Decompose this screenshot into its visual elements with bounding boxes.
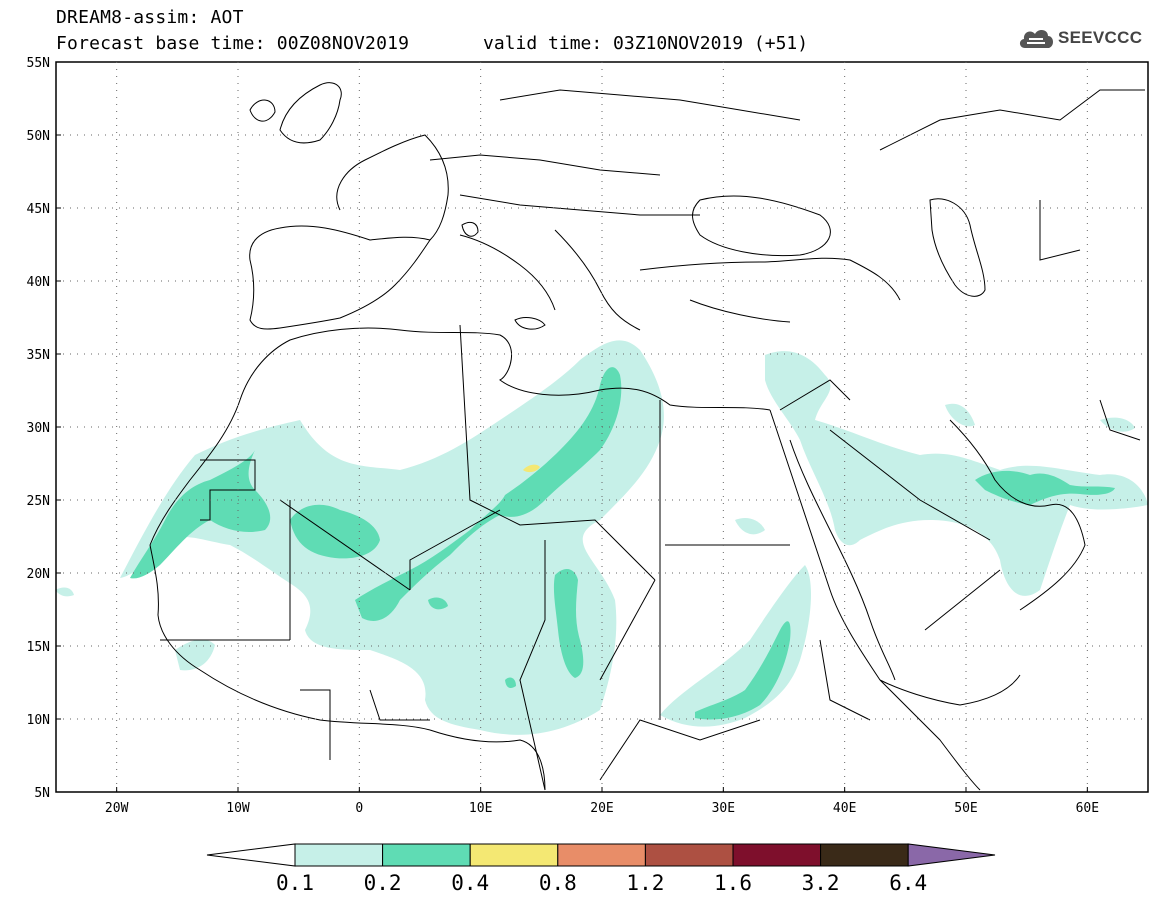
colorbar-level-label: 3.2 [802,871,840,895]
lon-label: 30E [712,801,735,816]
colorbar-level-label: 6.4 [889,871,927,895]
colorbar-level-label: 1.6 [714,871,752,895]
lon-label: 60E [1076,801,1099,816]
lon-label: 40E [833,801,856,816]
colorbar-level-label: 1.2 [626,871,664,895]
lon-label: 10E [469,801,492,816]
latitude-labels: 55N 50N 45N 40N 35N 30N 25N 20N 15N 10N 5N [27,56,61,801]
longitude-labels: 20W 10W 0 10E 20E 30E 40E 50E 60E [105,787,1099,816]
aot-0-4-shading [523,464,540,473]
colorbar-box [820,843,909,867]
lat-label: 15N [27,640,50,655]
colorbar [206,843,996,867]
aot-0-2-shading [130,367,1115,720]
colorbar-level-label: 0.4 [451,871,489,895]
colorbar-box [382,843,471,867]
colorbar-over-triangle [907,843,996,867]
gridlines [56,62,1148,792]
seevccc-logo: SEEVCCC [1017,24,1142,52]
colorbar-box [469,843,559,867]
lat-label: 55N [27,56,50,71]
colorbar-box [732,843,822,867]
lon-label: 50E [954,801,977,816]
lat-label: 35N [27,348,50,363]
lat-label: 40N [27,275,50,290]
lon-label: 0 [355,801,363,816]
lat-label: 10N [27,713,50,728]
lat-label: 30N [27,421,50,436]
colorbar-level-label: 0.2 [364,871,402,895]
colorbar-box [557,843,646,867]
colorbar-under-triangle [206,843,296,867]
lat-label: 50N [27,129,50,144]
lat-label: 20N [27,567,50,582]
valid-time: valid time: 03Z10NOV2019 (+51) [483,33,809,54]
cloud-icon [1019,30,1054,48]
lat-label: 25N [27,494,50,509]
lat-label: 45N [27,202,50,217]
forecast-base-time: Forecast base time: 00Z08NOV2019 [56,33,410,54]
logo-text: SEEVCCC [1058,28,1143,47]
colorbar-box [294,843,384,867]
lon-label: 10W [226,801,250,816]
lon-label: 20W [105,801,129,816]
lat-label: 5N [34,786,50,801]
colorbar-labels: 0.1 0.2 0.4 0.8 1.2 1.6 3.2 6.4 [276,871,927,895]
colorbar-level-label: 0.8 [539,871,577,895]
lon-label: 20E [590,801,613,816]
colorbar-box [644,843,734,867]
map-title: DREAM8-assim: AOT [56,7,244,28]
colorbar-level-label: 0.1 [276,871,314,895]
coastlines-borders [149,82,1145,791]
